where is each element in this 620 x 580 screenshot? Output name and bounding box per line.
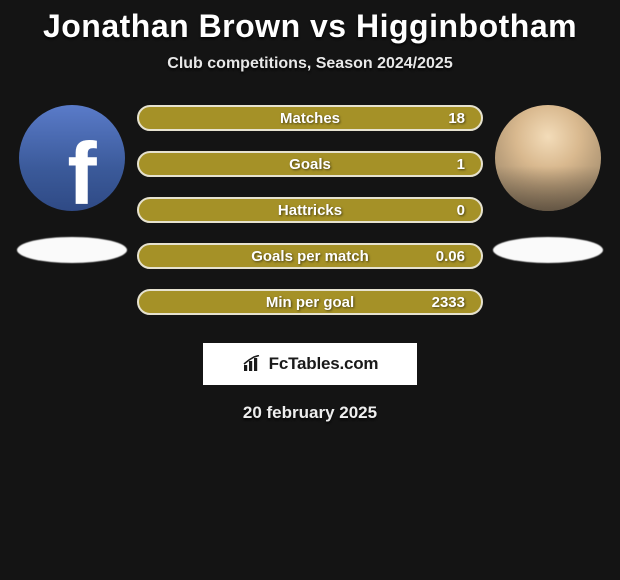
player-right-shadow xyxy=(493,237,603,263)
stat-label: Hattricks xyxy=(278,202,342,219)
brand-badge[interactable]: FcTables.com xyxy=(203,343,417,385)
stat-label: Matches xyxy=(280,110,340,127)
stat-row-min-per-goal: Min per goal 2333 xyxy=(137,289,483,315)
facebook-f-icon: f xyxy=(67,130,96,211)
main-row: f Matches 18 Goals 1 Hattricks 0 Goals p… xyxy=(0,103,620,315)
stat-row-matches: Matches 18 xyxy=(137,105,483,131)
bar-chart-icon xyxy=(242,355,264,373)
player-left-avatar: f xyxy=(19,105,125,211)
stat-label: Goals xyxy=(289,156,331,173)
brand-text: FcTables.com xyxy=(269,354,379,374)
stat-row-goals-per-match: Goals per match 0.06 xyxy=(137,243,483,269)
stat-value: 0 xyxy=(457,202,465,219)
stat-row-hattricks: Hattricks 0 xyxy=(137,197,483,223)
comparison-card: Jonathan Brown vs Higginbotham Club comp… xyxy=(0,0,620,423)
stat-row-goals: Goals 1 xyxy=(137,151,483,177)
stat-value: 18 xyxy=(448,110,465,127)
page-title: Jonathan Brown vs Higginbotham xyxy=(0,8,620,45)
stat-label: Goals per match xyxy=(251,248,369,265)
footer-date: 20 february 2025 xyxy=(0,403,620,423)
player-right-avatar xyxy=(495,105,601,211)
player-right-col xyxy=(495,103,601,263)
page-subtitle: Club competitions, Season 2024/2025 xyxy=(0,55,620,73)
stats-column: Matches 18 Goals 1 Hattricks 0 Goals per… xyxy=(137,103,483,315)
player-left-col: f xyxy=(19,103,125,263)
stat-value: 1 xyxy=(457,156,465,173)
stat-value: 0.06 xyxy=(436,248,465,265)
stat-label: Min per goal xyxy=(266,294,354,311)
player-left-shadow xyxy=(17,237,127,263)
stat-value: 2333 xyxy=(432,294,465,311)
